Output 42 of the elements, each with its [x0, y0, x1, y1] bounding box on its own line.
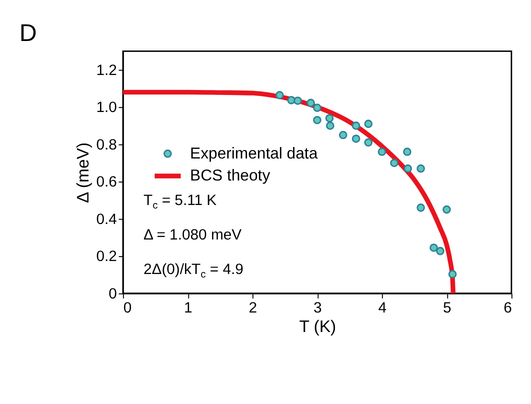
x-tick-label: 4: [378, 300, 387, 316]
chart-title: D: [19, 20, 37, 47]
point: [326, 122, 334, 130]
legend-label: Experimental data: [190, 145, 318, 162]
annotation: Δ = 1.080 meV: [143, 227, 242, 244]
point: [403, 148, 412, 156]
x-tick-label: 0: [123, 300, 132, 316]
point: [430, 244, 438, 252]
legend-label: BCS theoty: [190, 168, 270, 185]
point: [448, 270, 457, 278]
x-tick-label: 6: [504, 300, 512, 316]
point: [416, 164, 425, 173]
y-tick-label: 0.6: [96, 174, 117, 191]
y-tick-label: 0.2: [96, 249, 117, 266]
point: [352, 122, 360, 130]
point: [364, 120, 373, 128]
point: [338, 130, 348, 140]
point: [378, 148, 386, 156]
x-axis-title: T (K): [299, 317, 336, 336]
point: [294, 96, 302, 105]
point: [275, 90, 284, 100]
point: [313, 104, 322, 112]
y-tick-label: 1.2: [96, 62, 117, 79]
x-tick-label: 5: [443, 300, 452, 316]
x-tick-label: 1: [184, 300, 192, 316]
y-tick-label: 0: [108, 286, 117, 303]
y-tick-label: 0.8: [96, 137, 117, 154]
x-tick-label: 3: [314, 300, 322, 316]
point: [442, 205, 451, 214]
point: [416, 204, 425, 212]
point: [325, 114, 334, 122]
point: [436, 246, 444, 256]
y-tick-label: 1.0: [96, 100, 117, 116]
y-axis-title: Δ (meV): [74, 142, 93, 203]
point: [390, 158, 398, 168]
point: [404, 164, 412, 173]
point: [313, 116, 322, 124]
point: [364, 138, 373, 147]
x-tick-label: 2: [248, 300, 258, 316]
y-tick-label: 0.4: [96, 212, 117, 228]
point: [352, 134, 360, 143]
point: [306, 98, 315, 108]
